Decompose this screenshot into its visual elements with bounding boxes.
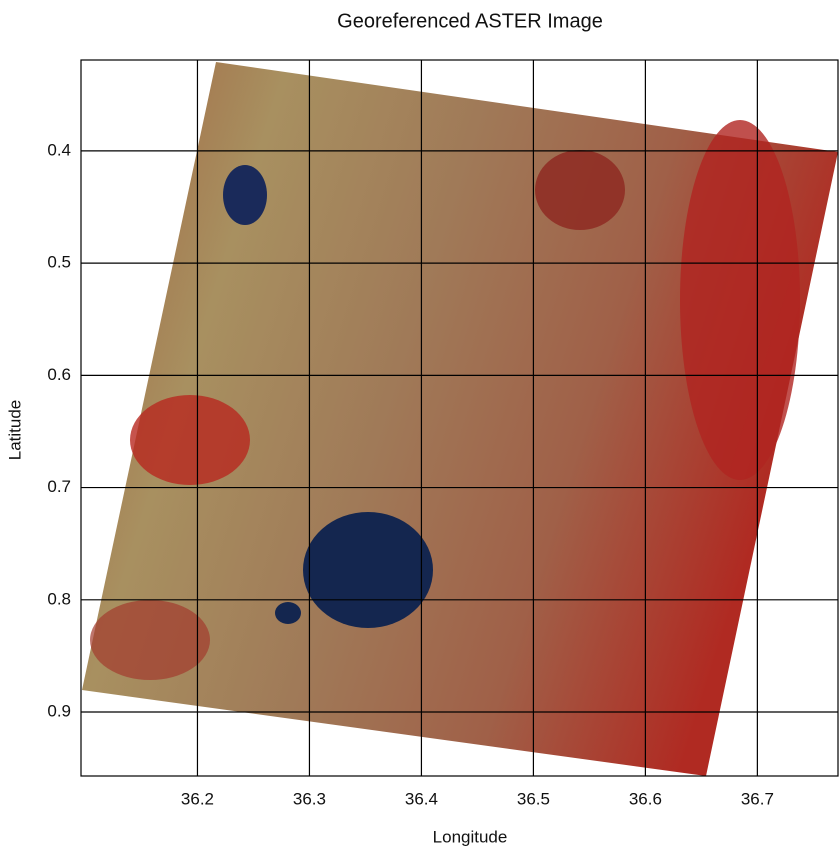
x-tick-label: 36.4: [405, 789, 438, 808]
y-tick-label: 0.4: [47, 140, 71, 159]
y-tick-label: 0.6: [47, 365, 71, 384]
y-tick-label: 0.9: [47, 702, 71, 721]
satellite-image: [82, 62, 838, 776]
x-tick-label: 36.5: [517, 789, 550, 808]
x-tick-label: 36.6: [629, 789, 662, 808]
chart-title: Georeferenced ASTER Image: [337, 10, 603, 32]
y-tick-label: 0.8: [47, 589, 71, 608]
chart: Georeferenced ASTER Image Longitude Lati…: [0, 0, 839, 854]
y-tick-label: 0.5: [47, 253, 71, 272]
x-tick-label: 36.7: [741, 789, 774, 808]
y-tick-label: 0.7: [47, 477, 71, 496]
x-tick-label: 36.3: [293, 789, 326, 808]
y-axis-label: Latitude: [5, 400, 24, 461]
x-axis-label: Longitude: [433, 827, 508, 846]
x-tick-label: 36.2: [181, 789, 214, 808]
